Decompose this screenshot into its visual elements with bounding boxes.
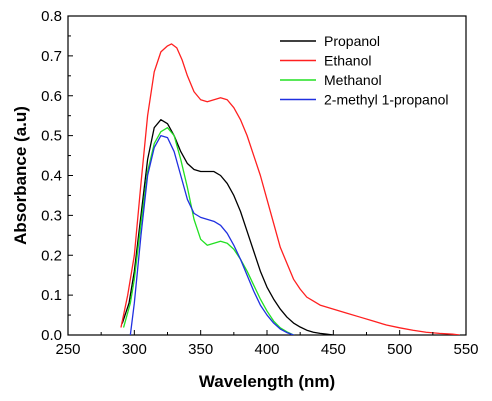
y-tick-label: 0.7 [41,48,62,65]
series-layer [120,43,461,335]
legend-label: 2-methyl 1-propanol [324,92,449,108]
y-tick-label: 0.0 [41,327,62,344]
x-tick-label: 350 [188,341,213,358]
y-axis-title: Absorbance (a.u) [11,106,30,245]
x-axis-title: Wavelength (nm) [199,372,335,391]
y-tick-label: 0.6 [41,88,62,105]
x-tick-label: 250 [55,341,80,358]
series-line-2 [120,43,461,335]
x-tick-label: 300 [122,341,147,358]
y-tick-label: 0.5 [41,128,62,145]
y-tick-label: 0.3 [41,207,62,224]
y-tick-label: 0.8 [41,8,62,25]
y-axis: 0.0 0.1 0.2 0.3 0.4 0.5 0.6 0.7 0.8 [41,8,73,344]
x-tick-label: 500 [387,341,412,358]
x-axis: 250 300 350 400 450 500 550 [55,330,479,358]
y-tick-label: 0.2 [41,247,62,264]
x-tick-label: 450 [321,341,346,358]
y-tick-label: 0.1 [41,287,62,304]
x-tick-label: 400 [254,341,279,358]
legend: Propanol Ethanol Methanol 2-methyl 1-propan… [280,33,449,108]
legend-label: Propanol [324,33,380,49]
series-line-1 [121,119,334,335]
legend-label: Methanol [324,72,382,88]
y-tick-label: 0.4 [41,168,62,185]
series-line-3 [123,127,295,335]
legend-label: Ethanol [324,53,371,69]
x-tick-label: 550 [453,341,478,358]
series-line-4 [129,134,295,335]
